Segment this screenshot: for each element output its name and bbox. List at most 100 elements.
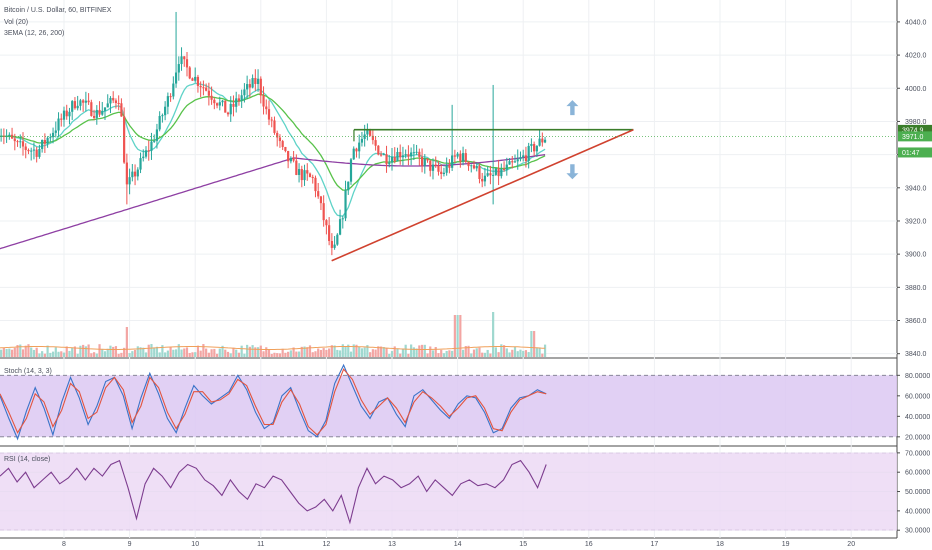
price-tag: 3974.9 xyxy=(898,124,932,135)
price-tag-label: 01:47 xyxy=(902,150,920,157)
volume-bar xyxy=(213,348,216,357)
candle-body xyxy=(32,149,36,151)
candle-body xyxy=(440,171,443,175)
candle-body xyxy=(434,164,437,166)
volume-bar xyxy=(210,349,213,357)
volume-bar xyxy=(35,347,38,357)
candle-body xyxy=(513,161,517,163)
candle-body xyxy=(360,138,364,143)
volume-bar xyxy=(442,353,446,357)
candle-body xyxy=(472,165,476,169)
candle-body xyxy=(379,154,383,156)
volume-bar xyxy=(10,349,14,357)
candle-body xyxy=(336,234,339,245)
volume-bar xyxy=(483,352,487,357)
volume-bar xyxy=(16,345,19,357)
candle-body xyxy=(393,157,396,162)
volume-bar xyxy=(185,347,189,357)
volume-bar xyxy=(164,352,167,357)
rsi-y-tick-label: 40.0000 xyxy=(905,508,930,515)
candle-body xyxy=(166,96,169,107)
candle-body xyxy=(87,100,90,103)
candle-body xyxy=(196,76,200,86)
volume-bar xyxy=(366,345,369,357)
candle-body xyxy=(431,164,435,171)
volume-bar xyxy=(254,347,257,357)
volume-bar xyxy=(21,349,25,357)
volume-bar xyxy=(98,344,101,357)
volume-bar xyxy=(191,352,194,357)
volume-bar xyxy=(125,327,128,357)
candle-body xyxy=(538,138,541,146)
candle-body xyxy=(153,140,156,142)
candle-body xyxy=(155,129,159,141)
volume-bar xyxy=(363,347,366,357)
candle-body xyxy=(303,170,306,181)
volume-bar xyxy=(379,346,383,357)
candle-body xyxy=(319,196,323,204)
candle-body xyxy=(311,176,314,178)
candle-body xyxy=(106,103,109,108)
candle-body xyxy=(120,103,123,117)
volume-bar xyxy=(374,349,377,357)
volume-bar xyxy=(136,346,139,357)
candle-body xyxy=(76,105,79,109)
ema-200-line xyxy=(0,154,546,250)
volume-bar xyxy=(169,347,172,357)
candle-body xyxy=(410,152,413,157)
volume-bar xyxy=(388,353,391,357)
candle-body xyxy=(543,139,547,143)
volume-bar xyxy=(54,347,57,357)
candle-body xyxy=(533,143,536,152)
volume-bar xyxy=(440,349,443,357)
volume-bar xyxy=(341,344,344,357)
candle-body xyxy=(191,78,194,81)
candle-body xyxy=(270,119,273,121)
ascending-support-trendline[interactable] xyxy=(331,128,634,262)
candle-body xyxy=(65,110,68,117)
candle-body xyxy=(349,159,353,182)
candle-body xyxy=(385,154,388,165)
volume-bar xyxy=(73,346,77,357)
candle-body xyxy=(19,141,22,143)
candle-body xyxy=(35,149,38,157)
volume-bar xyxy=(317,348,320,357)
candle-body xyxy=(527,145,530,162)
volume-bar xyxy=(87,344,90,357)
price-tag-bg xyxy=(898,147,932,158)
volume-bar xyxy=(120,352,123,357)
volume-bar xyxy=(199,350,202,357)
candle-body xyxy=(205,87,208,91)
volume-bar xyxy=(224,349,227,357)
candle-body xyxy=(46,137,49,144)
volume-bar xyxy=(420,344,424,357)
volume-bar xyxy=(49,352,52,357)
stoch-title: Stoch (14, 3, 3) xyxy=(4,368,52,375)
volume-bar xyxy=(453,315,456,357)
volume-bar xyxy=(202,344,205,357)
volume-bar xyxy=(522,350,525,357)
volume-bar xyxy=(492,312,495,357)
x-tick-label: 8 xyxy=(62,541,66,548)
volume-bar xyxy=(287,351,290,357)
volume-bar xyxy=(278,353,282,357)
candle-body xyxy=(453,155,456,157)
candle-body xyxy=(524,155,528,162)
candle-body xyxy=(243,89,246,96)
volume-bar xyxy=(393,346,396,357)
candle-body xyxy=(8,134,11,137)
volume-bar xyxy=(336,349,339,357)
candle-body xyxy=(396,151,399,162)
candle-body xyxy=(494,168,497,175)
candle-body xyxy=(68,111,71,117)
volume-bar xyxy=(349,351,353,357)
candle-body xyxy=(229,103,232,115)
candle-body xyxy=(158,116,161,130)
volume-bar xyxy=(27,344,30,357)
candle-body xyxy=(144,150,148,157)
volume-bar xyxy=(158,352,161,357)
stoch-y-tick-label: 20.0000 xyxy=(905,434,930,441)
candle-body xyxy=(221,100,224,103)
volume-bar xyxy=(270,353,273,357)
